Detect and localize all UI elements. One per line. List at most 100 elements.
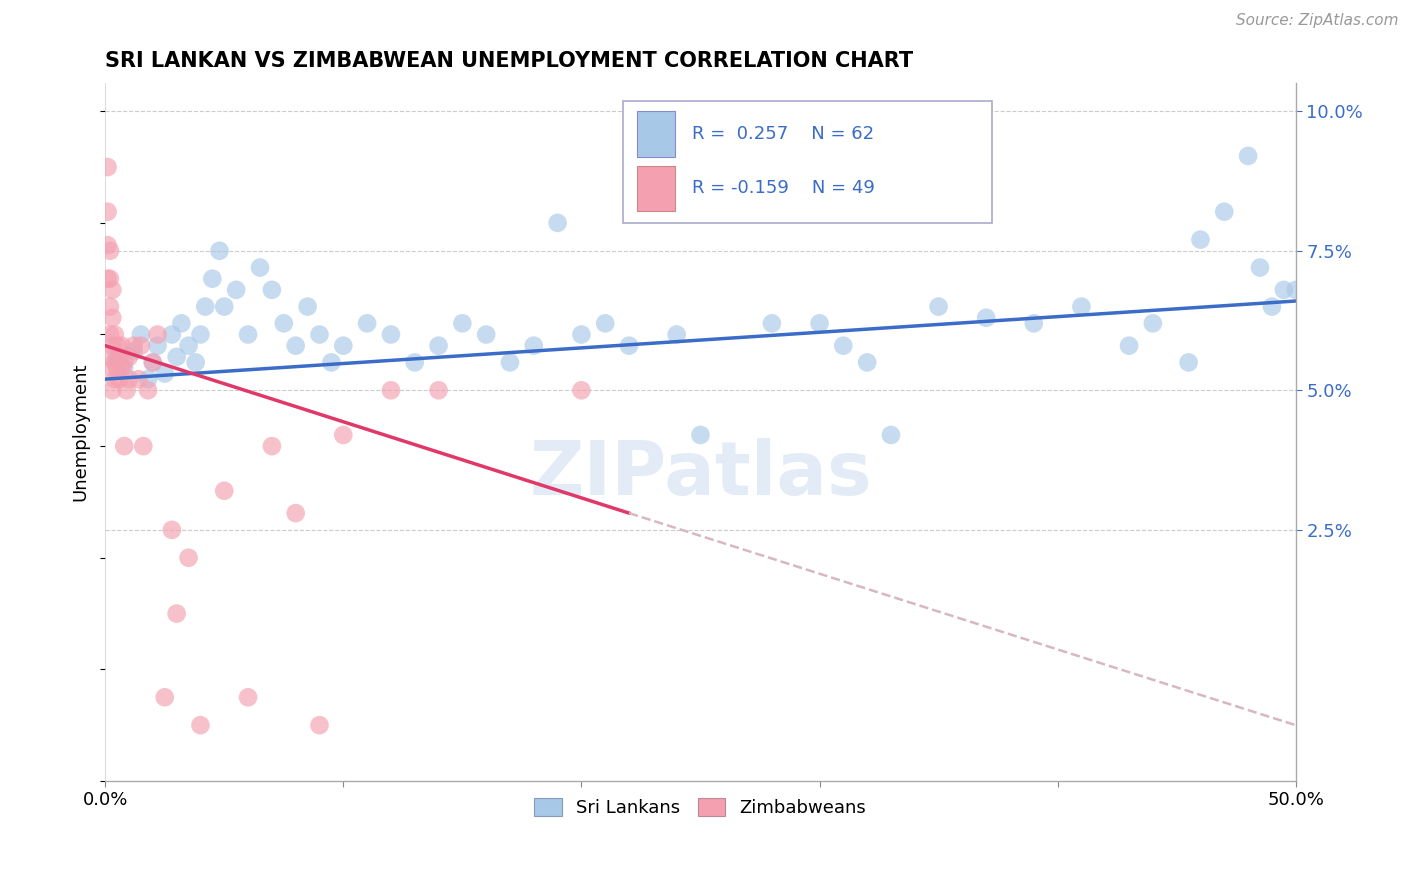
Point [115, 384, 138, 398]
Point [297, 300, 319, 314]
Point [1070, 300, 1092, 314]
Point [427, 339, 450, 353]
Point [118, 372, 141, 386]
Text: SRI LANKAN VS ZIMBABWEAN UNEMPLOYMENT CORRELATION CHART: SRI LANKAN VS ZIMBABWEAN UNEMPLOYMENT CO… [105, 51, 914, 70]
Point [104, 372, 127, 386]
Point [129, 339, 152, 353]
Point [214, 483, 236, 498]
Point [98, 244, 121, 258]
Bar [637, 112, 675, 157]
Point [98, 300, 121, 314]
Point [1213, 204, 1236, 219]
Point [284, 506, 307, 520]
Point [177, 339, 200, 353]
Point [273, 316, 295, 330]
Point [1249, 260, 1271, 275]
Point [451, 316, 474, 330]
Point [118, 350, 141, 364]
Point [108, 350, 131, 364]
Point [475, 327, 498, 342]
Point [808, 316, 831, 330]
Point [129, 327, 152, 342]
Point [1285, 283, 1308, 297]
Point [260, 439, 283, 453]
Point [112, 439, 135, 453]
Point [856, 355, 879, 369]
Text: R =  0.257    N = 62: R = 0.257 N = 62 [692, 125, 875, 143]
Point [1261, 300, 1284, 314]
Point [142, 355, 165, 369]
FancyBboxPatch shape [623, 101, 993, 223]
Point [101, 361, 124, 376]
Point [104, 327, 127, 342]
Point [665, 327, 688, 342]
Point [136, 372, 159, 386]
Point [571, 327, 593, 342]
Point [112, 355, 135, 369]
Point [427, 384, 450, 398]
Point [214, 300, 236, 314]
Point [166, 350, 188, 364]
Point [104, 355, 127, 369]
Point [1142, 316, 1164, 330]
Point [1189, 233, 1212, 247]
Point [641, 188, 664, 202]
Point [236, 327, 259, 342]
Text: R = -0.159    N = 49: R = -0.159 N = 49 [692, 179, 875, 197]
Point [122, 339, 145, 353]
Point [111, 361, 134, 376]
Point [761, 316, 783, 330]
Point [101, 310, 124, 325]
Point [146, 327, 169, 342]
Point [236, 690, 259, 705]
Point [190, 718, 212, 732]
Point [1118, 339, 1140, 353]
Legend: Sri Lankans, Zimbabweans: Sri Lankans, Zimbabweans [527, 790, 873, 824]
Point [111, 339, 134, 353]
Point [499, 355, 522, 369]
Text: ZIPatlas: ZIPatlas [529, 438, 872, 510]
Point [194, 300, 217, 314]
Point [617, 339, 640, 353]
Point [98, 350, 121, 364]
Point [321, 355, 343, 369]
Point [108, 372, 131, 386]
Point [249, 260, 271, 275]
Point [153, 690, 176, 705]
Point [97, 271, 120, 285]
Point [170, 316, 193, 330]
Point [153, 367, 176, 381]
Point [142, 355, 165, 369]
Point [571, 384, 593, 398]
Point [380, 384, 402, 398]
Point [160, 327, 183, 342]
Point [832, 339, 855, 353]
Point [880, 428, 903, 442]
Point [97, 238, 120, 252]
Point [332, 428, 354, 442]
Point [122, 344, 145, 359]
Point [128, 372, 150, 386]
Point [284, 339, 307, 353]
Point [201, 271, 224, 285]
Point [97, 204, 120, 219]
Point [1177, 355, 1199, 369]
Point [689, 428, 711, 442]
Point [404, 355, 426, 369]
Point [98, 327, 121, 342]
Point [208, 244, 231, 258]
Point [132, 439, 155, 453]
Point [101, 339, 124, 353]
Point [593, 316, 616, 330]
Point [97, 160, 120, 174]
Point [928, 300, 950, 314]
Point [974, 310, 997, 325]
Point [380, 327, 402, 342]
Y-axis label: Unemployment: Unemployment [72, 363, 89, 501]
Point [112, 361, 135, 376]
Point [184, 355, 207, 369]
Bar [637, 166, 675, 211]
Point [225, 283, 247, 297]
Point [101, 283, 124, 297]
Point [260, 283, 283, 297]
